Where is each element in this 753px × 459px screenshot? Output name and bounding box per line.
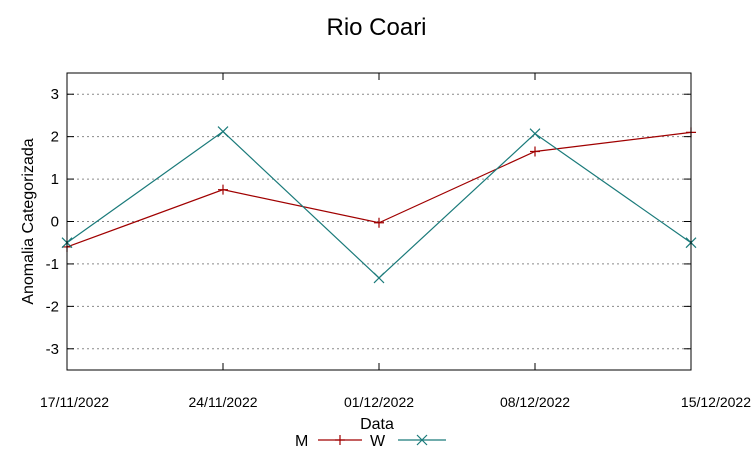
chart-title: Rio Coari — [326, 14, 427, 41]
y-axis-label: Anomalia Categorizada — [20, 138, 37, 304]
x-ticks: 17/11/2022 24/11/2022 01/12/2022 08/12/2022… — [40, 73, 751, 410]
x-tick-label: 15/12/2022 — [681, 394, 751, 410]
x-axis-label: Data — [360, 416, 394, 433]
x-tick-label: 08/12/2022 — [500, 394, 570, 410]
y-tick-label: -3 — [46, 341, 59, 358]
x-tick-label: 17/11/2022 — [40, 394, 109, 410]
data-point — [218, 184, 228, 195]
y-ticks: -3 -2 -1 0 1 2 3 — [46, 86, 691, 358]
y-tick-label: 3 — [51, 86, 59, 103]
data-point — [529, 128, 541, 140]
data-point — [374, 217, 384, 228]
series-line-W — [66, 130, 692, 279]
x-tick-label: 24/11/2022 — [188, 394, 257, 410]
y-tick-label: 1 — [51, 171, 59, 188]
y-tick-label: -2 — [46, 298, 59, 315]
y-tick-label: 0 — [51, 214, 59, 231]
legend-label: W — [370, 433, 386, 450]
y-tick-label: -1 — [46, 256, 59, 273]
x-tick-label: 01/12/2022 — [344, 394, 414, 410]
data-point — [373, 272, 385, 284]
series-layer — [61, 126, 697, 284]
data-point — [530, 146, 540, 157]
series-line-M — [66, 131, 692, 248]
data-point — [217, 126, 229, 137]
legend-marker — [335, 435, 345, 445]
legend-marker — [416, 434, 428, 446]
y-tick-label: 2 — [51, 129, 59, 146]
legend-label: M — [295, 433, 308, 450]
